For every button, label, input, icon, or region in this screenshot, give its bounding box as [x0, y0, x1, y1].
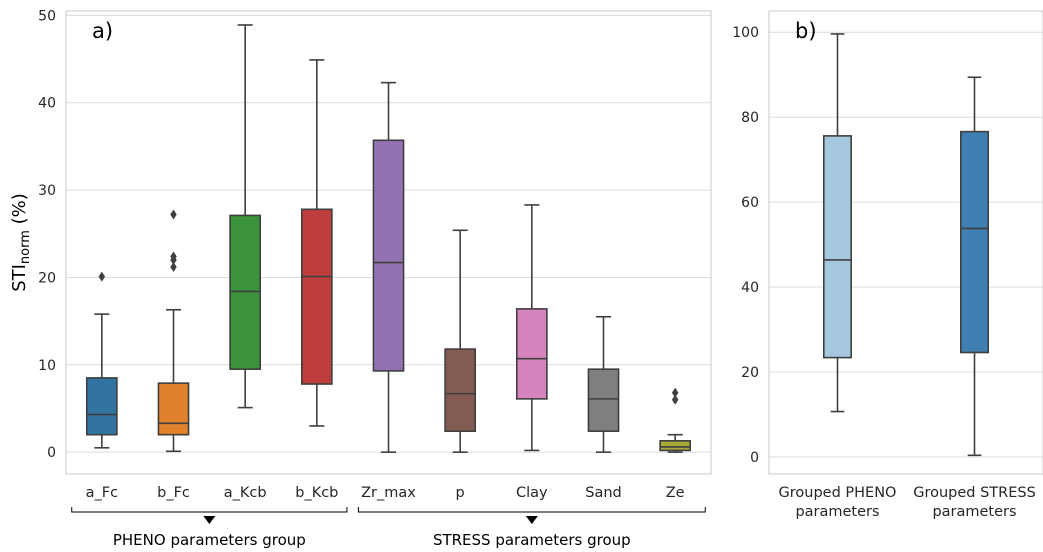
iqr-box: [659, 440, 692, 452]
iqr-box: [229, 214, 262, 370]
chart-0-box-4: [372, 81, 405, 453]
chart-0-group-bracket-1: STRESS parameters group: [357, 507, 706, 549]
chart-1-y-tick-label: 60: [741, 195, 759, 211]
chart-0-x-tick-label: p: [456, 485, 465, 501]
chart-1-panel-label: b): [795, 19, 817, 43]
chart-0-x-tick-label: Clay: [516, 485, 548, 501]
chart-0-y-tick-label: 40: [38, 96, 56, 112]
group-label: PHENO parameters group: [113, 531, 306, 549]
chart-0-plot-frame: [65, 10, 712, 475]
chart-0-y-tick-label: 10: [38, 358, 56, 374]
iqr-box: [157, 382, 190, 436]
iqr-box: [959, 130, 989, 354]
down-arrow-icon: [203, 516, 216, 524]
chart-0-x-tick-label: b_Kcb: [295, 485, 338, 501]
bracket-line: [71, 507, 348, 513]
outlier-point: [170, 251, 177, 262]
chart-0-x-tick-label: Ze: [666, 485, 685, 501]
chart-0-box-7: [587, 315, 620, 453]
chart-0-x-tick-label: Sand: [585, 485, 621, 501]
chart-1-x-tick-label: Grouped PHENO: [779, 485, 897, 501]
chart-0-y-tick-label: 20: [38, 270, 56, 286]
outlier-point: [170, 261, 177, 272]
chart-1-box-1: [959, 76, 989, 457]
panel-b: 0 20 40 60 80 100 b) Grouped PHENO parameters Gro…: [732, 10, 1043, 520]
chart-1-box-0: [822, 33, 852, 413]
chart-1-plot-frame: [768, 10, 1043, 475]
chart-1-y-tick-label: 20: [741, 365, 759, 381]
chart-1-y-tick-label: 80: [741, 110, 759, 126]
iqr-box: [822, 135, 852, 359]
iqr-box: [372, 139, 405, 372]
chart-1-x-tick-label: parameters: [795, 504, 879, 520]
chart-0-y-axis-title: STInorm (%): [9, 193, 33, 292]
group-label: STRESS parameters group: [433, 531, 631, 549]
chart-0-x-tick-label: Zr_max: [361, 485, 416, 501]
y-axis-title-subscript: norm: [18, 230, 33, 264]
chart-0-box-8: [659, 387, 692, 453]
iqr-box: [300, 208, 333, 385]
iqr-box: [85, 377, 118, 436]
chart-1-x-tick-label: Grouped STRESS: [913, 485, 1036, 501]
chart-0-x-tick-label: a_Kcb: [224, 485, 267, 501]
chart-0-y-tick-label: 0: [47, 445, 56, 461]
y-axis-title-unit: (%): [9, 193, 30, 230]
chart-1-y-tick-label: 40: [741, 280, 759, 296]
chart-0-box-1: [157, 209, 190, 453]
y-axis-title-main: STI: [9, 264, 30, 292]
outlier-point: [671, 394, 679, 405]
chart-1-y-tick-label: 0: [750, 450, 759, 466]
chart-0-panel-label: a): [92, 19, 113, 43]
outlier-point: [98, 271, 106, 282]
chart-0-box-6: [515, 204, 548, 452]
chart-0-box-2: [229, 24, 262, 409]
panel-a: 0 10 20 30 40 50 a) a_Fc b_Fc a_Kcb b_Kcb Zr_max p Cl…: [9, 8, 712, 549]
chart-0-x-tick-label: a_Fc: [86, 485, 118, 501]
iqr-box: [587, 368, 620, 432]
down-arrow-icon: [525, 516, 538, 524]
chart-0-y-tick-label: 30: [38, 183, 56, 199]
outlier-point: [671, 387, 679, 398]
chart-0-box-0: [85, 271, 118, 449]
bracket-line: [357, 507, 706, 513]
chart-0-y-tick-label: 50: [38, 8, 56, 24]
chart-0-group-bracket-0: PHENO parameters group: [71, 507, 348, 549]
chart-1-x-tick-label: parameters: [932, 504, 1016, 520]
iqr-box: [444, 348, 477, 432]
chart-0-box-3: [300, 59, 333, 427]
chart-0-box-5: [444, 229, 477, 453]
chart-0-x-tick-label: b_Fc: [157, 485, 190, 501]
chart-1-y-tick-label: 100: [732, 25, 759, 41]
iqr-box: [515, 308, 548, 400]
outlier-point: [170, 209, 177, 220]
